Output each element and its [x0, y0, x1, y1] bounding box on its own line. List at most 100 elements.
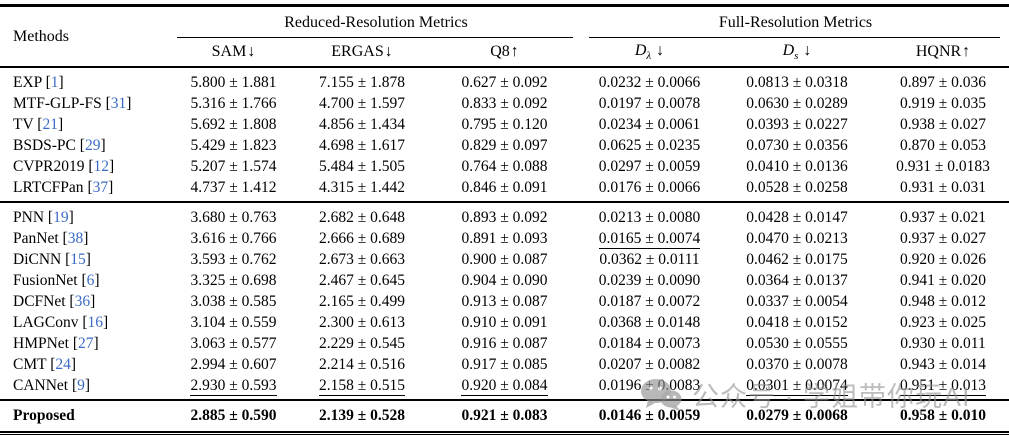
down-arrow-icon: ↓: [247, 43, 256, 60]
metric-value: 0.833 ± 0.092: [461, 94, 548, 112]
metric-value: 3.104 ± 0.559: [190, 313, 277, 331]
metric-value-cell: 0.0239 ± 0.0090: [582, 270, 717, 291]
metric-value: 0.891 ± 0.093: [461, 229, 548, 247]
metric-value-cell: 0.0207 ± 0.0082: [582, 354, 717, 375]
metric-value: 0.938 ± 0.027: [899, 115, 986, 133]
method-name-cell: CVPR2019 [12]: [0, 156, 170, 177]
metric-value-cell: 0.916 ± 0.087: [427, 333, 582, 354]
metric-value: 0.0528 ± 0.0258: [746, 178, 848, 196]
metric-value-cell: 0.795 ± 0.120: [427, 114, 582, 135]
metric-value: 0.870 ± 0.053: [899, 136, 986, 154]
metric-value-cell: 4.737 ± 1.412: [170, 177, 297, 202]
citation-bracket: ]: [94, 271, 100, 289]
metric-value: 0.0187 ± 0.0072: [598, 292, 701, 310]
citation-link[interactable]: 38: [67, 229, 84, 247]
metric-value: 0.0368 ± 0.0148: [598, 313, 701, 331]
table-row: MTF-GLP-FS [31] 5.316 ± 1.766 4.700 ± 1.59…: [0, 93, 1009, 114]
method-name: EXP: [13, 73, 42, 91]
up-arrow-icon: ↑: [962, 43, 971, 60]
metric-value: 2.994 ± 0.607: [190, 355, 277, 373]
metric-value-cell: 5.429 ± 1.823: [170, 135, 297, 156]
metric-value-cell: 0.870 ± 0.053: [877, 135, 1009, 156]
metric-value: 0.900 ± 0.087: [461, 250, 548, 268]
metric-value-cell: 0.920 ± 0.026: [877, 249, 1009, 270]
citation-link[interactable]: 29: [84, 136, 101, 154]
citation-link[interactable]: 36: [74, 292, 91, 310]
metric-value: 5.207 ± 1.574: [190, 157, 277, 175]
metric-value-cell: 3.063 ± 0.577: [170, 333, 297, 354]
citation-bracket: [: [68, 334, 79, 352]
citation-link[interactable]: 1: [50, 73, 59, 91]
metric-value-cell: 5.484 ± 1.505: [297, 156, 427, 177]
col-header-q8: Q8↑: [490, 43, 519, 60]
citation-link[interactable]: 15: [70, 250, 86, 268]
up-arrow-icon: ↑: [510, 43, 519, 60]
metric-value: 5.316 ± 1.766: [190, 94, 277, 112]
citation-link[interactable]: 12: [93, 157, 110, 175]
metric-value-cell: 2.214 ± 0.516: [297, 354, 427, 375]
metric-value-cell: 0.920 ± 0.084: [427, 375, 582, 400]
citation-link[interactable]: 24: [55, 355, 71, 373]
results-table: Methods Reduced-Resolution Metrics Full-…: [0, 4, 1009, 430]
metric-value: 2.139 ± 0.528: [318, 406, 405, 424]
metric-value-cell: 0.941 ± 0.020: [877, 270, 1009, 291]
metric-value-cell: 0.948 ± 0.012: [877, 291, 1009, 312]
table-row: CVPR2019 [12] 5.207 ± 1.574 5.484 ± 1.505 0…: [0, 156, 1009, 177]
metric-value: 3.038 ± 0.585: [190, 292, 277, 310]
metric-value: 4.698 ± 1.617: [318, 136, 405, 154]
metric-value-cell: 4.698 ± 1.617: [297, 135, 427, 156]
metric-value: 5.692 ± 1.808: [190, 115, 277, 133]
metric-value: 0.0197 ± 0.0078: [598, 94, 701, 112]
citation-bracket: [: [75, 136, 85, 154]
citation-bracket: ]: [70, 355, 77, 373]
metric-value-cell: 2.682 ± 0.648: [297, 202, 427, 228]
metric-value: 0.0184 ± 0.0073: [598, 334, 701, 352]
metric-value-cell: 4.856 ± 1.434: [297, 114, 427, 135]
citation-link[interactable]: 6: [86, 271, 95, 289]
metric-value-cell: 0.0470 ± 0.0213: [717, 228, 877, 249]
citation-link[interactable]: 37: [92, 178, 109, 196]
method-name: CVPR2019: [13, 157, 85, 175]
citation-bracket: ]: [90, 292, 96, 310]
metric-value-cell: 0.0146 ± 0.0059: [582, 400, 717, 430]
group-label: Full-Resolution Metrics: [718, 13, 873, 31]
metric-value: 0.931 ± 0.0183: [896, 157, 990, 175]
citation-bracket: [: [33, 115, 43, 133]
metric-value-cell: 3.325 ± 0.698: [170, 270, 297, 291]
citation-link[interactable]: 31: [110, 94, 127, 112]
metric-value: 0.958 ± 0.010: [899, 406, 986, 424]
col-header-hqnr: HQNR↑: [915, 43, 971, 60]
method-name-cell: Proposed: [0, 400, 170, 430]
metric-value: 2.467 ± 0.645: [318, 271, 405, 289]
metric-value: 0.943 ± 0.014: [899, 355, 986, 373]
citation-bracket: [: [77, 271, 87, 289]
metric-value: 0.920 ± 0.084: [461, 376, 548, 396]
metric-value: 0.917 ± 0.085: [461, 355, 548, 373]
citation-link[interactable]: 16: [87, 313, 104, 331]
citation-bracket: [: [44, 208, 54, 226]
metric-value-cell: 3.104 ± 0.559: [170, 312, 297, 333]
col-header-d-lambda: Dλ ↓: [634, 41, 665, 63]
method-name-cell: BSDS-PC [29]: [0, 135, 170, 156]
method-name: DiCNN: [13, 250, 62, 268]
table-row: CMT [24] 2.994 ± 0.607 2.214 ± 0.516 0.917 …: [0, 354, 1009, 375]
metric-value: 0.0462 ± 0.0175: [746, 250, 848, 268]
citation-bracket: [: [58, 229, 68, 247]
citation-bracket: ]: [58, 73, 64, 91]
citation-link[interactable]: 19: [53, 208, 69, 226]
metric-value-cell: 0.0730 ± 0.0356: [717, 135, 877, 156]
metric-value: 0.0428 ± 0.0147: [746, 208, 848, 226]
citation-link[interactable]: 21: [42, 115, 58, 133]
metric-value-cell: 0.846 ± 0.091: [427, 177, 582, 202]
citation-link[interactable]: 9: [77, 376, 85, 394]
metric-value: 0.937 ± 0.027: [899, 229, 986, 247]
citation-link[interactable]: 27: [78, 334, 94, 352]
metric-value-cell: 0.900 ± 0.087: [427, 249, 582, 270]
metric-value: 2.165 ± 0.499: [318, 292, 405, 310]
metric-value: 3.593 ± 0.762: [190, 250, 277, 268]
metric-value: 7.155 ± 1.878: [318, 73, 405, 91]
metric-value-cell: 0.910 ± 0.091: [427, 312, 582, 333]
metric-value-cell: 5.692 ± 1.808: [170, 114, 297, 135]
metric-header-row: SAM↓ ERGAS↓ Q8↑ Dλ ↓ Ds ↓ HQNR↑: [0, 38, 1009, 67]
